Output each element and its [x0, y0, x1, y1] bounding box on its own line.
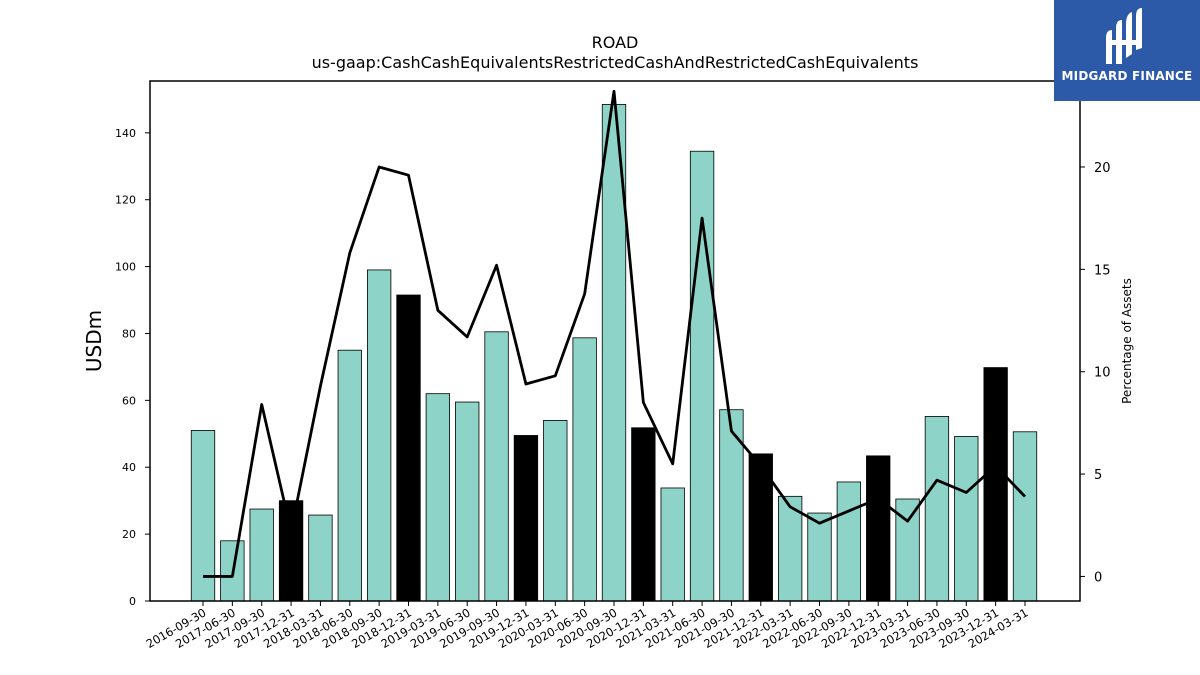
bar: [631, 427, 656, 602]
line-layer: [203, 89, 1027, 578]
y2-axis-label: Percentage of Assets: [1120, 278, 1134, 404]
bar: [983, 367, 1008, 602]
y-tick-label: 40: [122, 461, 136, 474]
bar: [543, 420, 568, 602]
y-axis-label: USDm: [82, 310, 106, 372]
y-tick-label: 100: [115, 261, 136, 274]
bar: [719, 409, 744, 602]
bar: [249, 508, 274, 602]
bar: [425, 393, 451, 602]
y-tick-label: 140: [115, 127, 136, 140]
bar: [924, 416, 950, 602]
midgard-logo-icon: [1106, 8, 1142, 64]
y-tick-label: 0: [129, 595, 136, 608]
y2-tick-label: 20: [1094, 161, 1111, 176]
y2-tick-label: 0: [1094, 570, 1102, 585]
bar: [954, 436, 979, 602]
y-tick-label: 20: [122, 528, 136, 541]
chart-subtitle: us-gaap:CashCashEquivalentsRestrictedCas…: [312, 53, 919, 72]
plot-frame: [149, 80, 1081, 602]
y2-tick-label: 5: [1094, 468, 1102, 483]
bar: [807, 512, 832, 602]
bar: [278, 500, 304, 602]
bar: [572, 337, 597, 602]
y2-tick-label: 15: [1094, 263, 1111, 278]
y-tick-label: 80: [122, 327, 136, 340]
percentage-line: [203, 89, 1027, 578]
bar: [455, 401, 480, 602]
bar: [866, 455, 891, 602]
chart-title: ROAD: [592, 33, 639, 52]
bar: [308, 514, 333, 602]
bar: [1012, 431, 1038, 602]
bars-layer: [190, 104, 1038, 602]
brand-logo: MIDGARD FINANCE: [1054, 0, 1200, 101]
bar: [484, 331, 509, 602]
bar: [836, 481, 862, 602]
y-tick-label: 60: [122, 394, 136, 407]
brand-name: MIDGARD FINANCE: [1061, 69, 1193, 83]
bar: [337, 349, 362, 602]
bar: [366, 269, 392, 602]
y2-tick-label: 10: [1094, 366, 1111, 381]
bar: [396, 294, 421, 602]
y-tick-label: 120: [115, 194, 136, 207]
bar: [513, 435, 539, 602]
bar: [660, 487, 685, 602]
